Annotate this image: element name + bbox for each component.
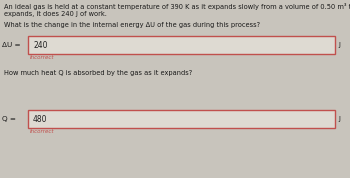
Text: What is the change in the internal energy ΔU of the gas during this process?: What is the change in the internal energ…: [4, 22, 260, 28]
Text: 240: 240: [33, 41, 48, 49]
FancyBboxPatch shape: [28, 36, 335, 54]
Text: An ideal gas is held at a constant temperature of 390 K as it expands slowly fro: An ideal gas is held at a constant tempe…: [4, 3, 350, 10]
Text: How much heat Q is absorbed by the gas as it expands?: How much heat Q is absorbed by the gas a…: [4, 70, 192, 76]
FancyBboxPatch shape: [28, 110, 335, 128]
Text: Incorrect: Incorrect: [30, 55, 55, 60]
Text: ΔU =: ΔU =: [2, 42, 21, 48]
Text: 480: 480: [33, 114, 48, 124]
Text: J: J: [338, 42, 340, 48]
Text: expands, it does 240 J of work.: expands, it does 240 J of work.: [4, 11, 107, 17]
Text: Incorrect: Incorrect: [30, 129, 55, 134]
Text: J: J: [338, 116, 340, 122]
Text: Q =: Q =: [2, 116, 16, 122]
